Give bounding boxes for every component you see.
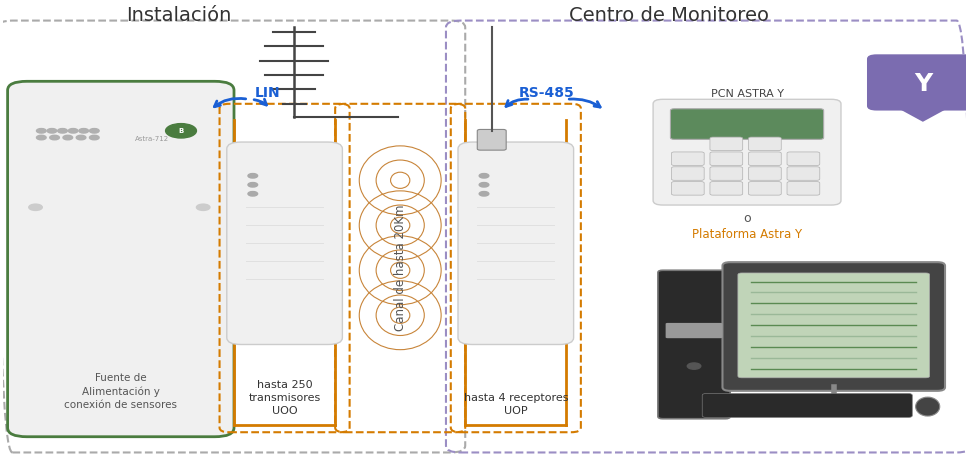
FancyBboxPatch shape (787, 152, 820, 165)
Text: RS-485: RS-485 (519, 85, 575, 99)
Circle shape (480, 174, 488, 178)
Circle shape (197, 204, 210, 210)
Text: Astra-712: Astra-712 (135, 136, 170, 142)
Text: Canal de hasta 20Km: Canal de hasta 20Km (393, 205, 407, 331)
FancyBboxPatch shape (710, 152, 742, 165)
Circle shape (248, 174, 258, 178)
Text: LIN: LIN (255, 85, 281, 99)
FancyBboxPatch shape (748, 152, 781, 165)
Circle shape (687, 363, 701, 369)
Text: Y: Y (914, 72, 932, 96)
FancyBboxPatch shape (748, 182, 781, 195)
Circle shape (58, 128, 67, 133)
Circle shape (480, 192, 488, 196)
FancyBboxPatch shape (672, 182, 704, 195)
Text: Plataforma Astra Y: Plataforma Astra Y (692, 228, 802, 241)
FancyBboxPatch shape (787, 182, 820, 195)
FancyBboxPatch shape (671, 109, 824, 140)
Circle shape (47, 128, 57, 133)
FancyBboxPatch shape (458, 142, 574, 345)
Circle shape (49, 135, 59, 140)
FancyBboxPatch shape (787, 167, 820, 180)
Circle shape (248, 182, 258, 187)
Circle shape (37, 135, 47, 140)
FancyBboxPatch shape (748, 167, 781, 180)
Circle shape (63, 135, 73, 140)
Text: B: B (178, 128, 184, 134)
FancyBboxPatch shape (658, 270, 731, 419)
FancyBboxPatch shape (703, 394, 912, 417)
Circle shape (248, 192, 258, 196)
Circle shape (89, 128, 99, 133)
FancyBboxPatch shape (710, 182, 742, 195)
FancyBboxPatch shape (8, 81, 234, 437)
Circle shape (37, 128, 47, 133)
Circle shape (29, 204, 43, 210)
FancyBboxPatch shape (748, 137, 781, 151)
FancyBboxPatch shape (710, 137, 742, 151)
Text: o: o (743, 212, 751, 225)
Circle shape (480, 182, 488, 187)
Circle shape (77, 135, 86, 140)
Text: Centro de Monitoreo: Centro de Monitoreo (569, 6, 768, 25)
Text: Fuente de
Alimentación y
conexión de sensores: Fuente de Alimentación y conexión de sen… (64, 373, 177, 410)
Polygon shape (894, 106, 952, 122)
FancyBboxPatch shape (672, 167, 704, 180)
FancyBboxPatch shape (227, 142, 342, 345)
Text: PCN ASTRA Y: PCN ASTRA Y (710, 89, 784, 99)
Text: Instalación: Instalación (126, 6, 232, 25)
Circle shape (78, 128, 88, 133)
FancyBboxPatch shape (653, 99, 841, 205)
Text: hasta 4 receptores
UOP: hasta 4 receptores UOP (463, 393, 568, 416)
Text: hasta 250
transmisores
UOO: hasta 250 transmisores UOO (248, 380, 321, 416)
FancyBboxPatch shape (666, 323, 723, 338)
FancyBboxPatch shape (672, 152, 704, 165)
FancyBboxPatch shape (867, 55, 969, 110)
Circle shape (68, 128, 78, 133)
FancyBboxPatch shape (737, 273, 929, 378)
FancyBboxPatch shape (710, 167, 742, 180)
FancyBboxPatch shape (723, 262, 945, 391)
Circle shape (166, 124, 197, 138)
Ellipse shape (916, 397, 940, 416)
FancyBboxPatch shape (478, 129, 506, 150)
Circle shape (89, 135, 99, 140)
